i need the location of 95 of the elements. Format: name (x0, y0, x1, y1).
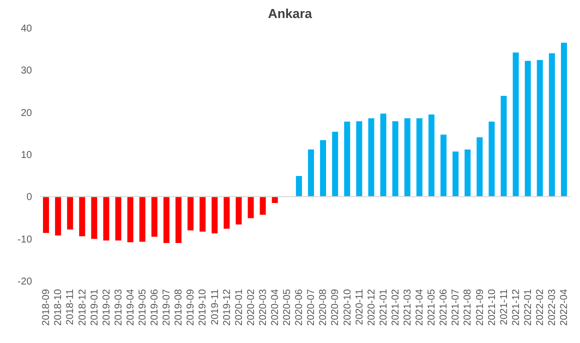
bar (488, 122, 495, 197)
x-tick-label: 2019-07 (162, 288, 173, 326)
x-tick-label: 2021-04 (414, 288, 426, 326)
x-tick-label: 2020-09 (330, 288, 342, 326)
bar (524, 60, 531, 197)
bar (115, 196, 122, 241)
x-tick-label: 2019-11 (210, 288, 221, 325)
bar (308, 149, 314, 197)
x-tick-label: 2019-09 (186, 288, 197, 326)
bar (536, 60, 543, 197)
bar (43, 196, 49, 233)
x-tick-label: 2019-01 (89, 288, 100, 326)
bar (332, 132, 338, 197)
bar (356, 121, 362, 197)
x-tick-label: 2022-01 (522, 288, 534, 326)
x-tick-label: 2018-10 (53, 288, 64, 326)
x-tick-label: 2018-12 (77, 288, 88, 326)
bar (344, 122, 350, 197)
bar (91, 196, 98, 239)
x-tick-label: 2021-06 (438, 288, 450, 326)
bar (200, 196, 206, 232)
bar (272, 196, 278, 203)
x-tick-label: 2021-10 (486, 288, 498, 326)
x-tick-label: 2021-11 (498, 288, 510, 325)
bar (500, 96, 507, 197)
bar (248, 196, 254, 218)
x-tick-label: 2022-04 (559, 288, 570, 326)
x-tick-label: 2020-04 (270, 288, 281, 326)
bar (476, 137, 483, 197)
bar (296, 176, 302, 197)
bar (224, 196, 230, 229)
bar (416, 118, 422, 197)
x-tick-label: 2019-05 (137, 288, 148, 326)
x-tick-label: 2020-05 (282, 288, 294, 326)
x-tick-label: 2019-04 (125, 288, 136, 326)
bar (512, 52, 519, 197)
y-tick-label: -20 (18, 276, 32, 288)
x-tick-label: 2020-01 (234, 288, 245, 326)
bar (320, 140, 326, 197)
bar (103, 196, 110, 241)
x-tick-label: 2020-03 (258, 288, 269, 326)
x-tick-label: 2019-02 (101, 288, 112, 326)
bar (392, 121, 398, 197)
bar (464, 149, 471, 197)
x-tick-label: 2019-12 (222, 288, 233, 326)
x-tick-label: 2019-10 (198, 288, 209, 326)
bar (440, 134, 446, 197)
bar (560, 42, 567, 197)
bar (452, 152, 459, 197)
x-tick-label: 2020-08 (318, 288, 330, 326)
bar (428, 114, 434, 197)
x-tick-label: 2020-02 (246, 288, 257, 326)
bar (176, 196, 182, 244)
bar (368, 118, 374, 197)
bar (380, 114, 386, 197)
x-tick-label: 2021-08 (462, 288, 474, 326)
x-tick-label: 2020-07 (306, 288, 318, 326)
x-tick-label: 2021-01 (378, 288, 390, 326)
bar (212, 196, 218, 234)
x-tick-label: 2018-11 (65, 288, 76, 325)
y-tick-label: -10 (18, 234, 32, 246)
bar (79, 196, 86, 236)
chart-title: Ankara (266, 5, 314, 23)
y-tick-label: 0 (26, 192, 32, 204)
y-tick-label: 10 (20, 150, 32, 162)
x-tick-label: 2019-08 (174, 288, 185, 326)
x-tick-label: 2019-03 (113, 288, 124, 326)
bar (236, 196, 242, 224)
x-tick-label: 2021-05 (426, 288, 438, 326)
bar (188, 196, 194, 230)
x-tick-label: 2020-12 (366, 288, 378, 326)
bar (139, 196, 146, 242)
x-tick-label: 2021-07 (450, 288, 462, 326)
bar (151, 196, 158, 237)
bar (55, 196, 62, 236)
bar (404, 118, 410, 197)
x-tick-label: 2021-09 (474, 288, 486, 326)
y-tick-label: 30 (20, 66, 32, 77)
x-tick-label: 2021-03 (402, 288, 414, 326)
x-tick-label: 2021-02 (390, 288, 402, 326)
bar (260, 196, 266, 215)
x-tick-label: 2022-02 (534, 288, 546, 326)
y-tick-label: 40 (20, 24, 32, 35)
bar (67, 196, 74, 230)
x-tick-label: 2020-10 (342, 288, 354, 326)
x-tick-label: 2021-12 (510, 288, 522, 326)
x-tick-label: 2020-06 (294, 288, 306, 326)
bar (127, 196, 134, 242)
x-tick-label: 2020-11 (354, 288, 366, 325)
x-tick-label: 2019-06 (150, 288, 161, 326)
x-tick-label: 2018-09 (41, 288, 52, 326)
bar (163, 196, 170, 244)
y-tick-label: 20 (20, 108, 32, 119)
bar (548, 53, 555, 197)
x-tick-label: 2022-03 (547, 288, 558, 326)
